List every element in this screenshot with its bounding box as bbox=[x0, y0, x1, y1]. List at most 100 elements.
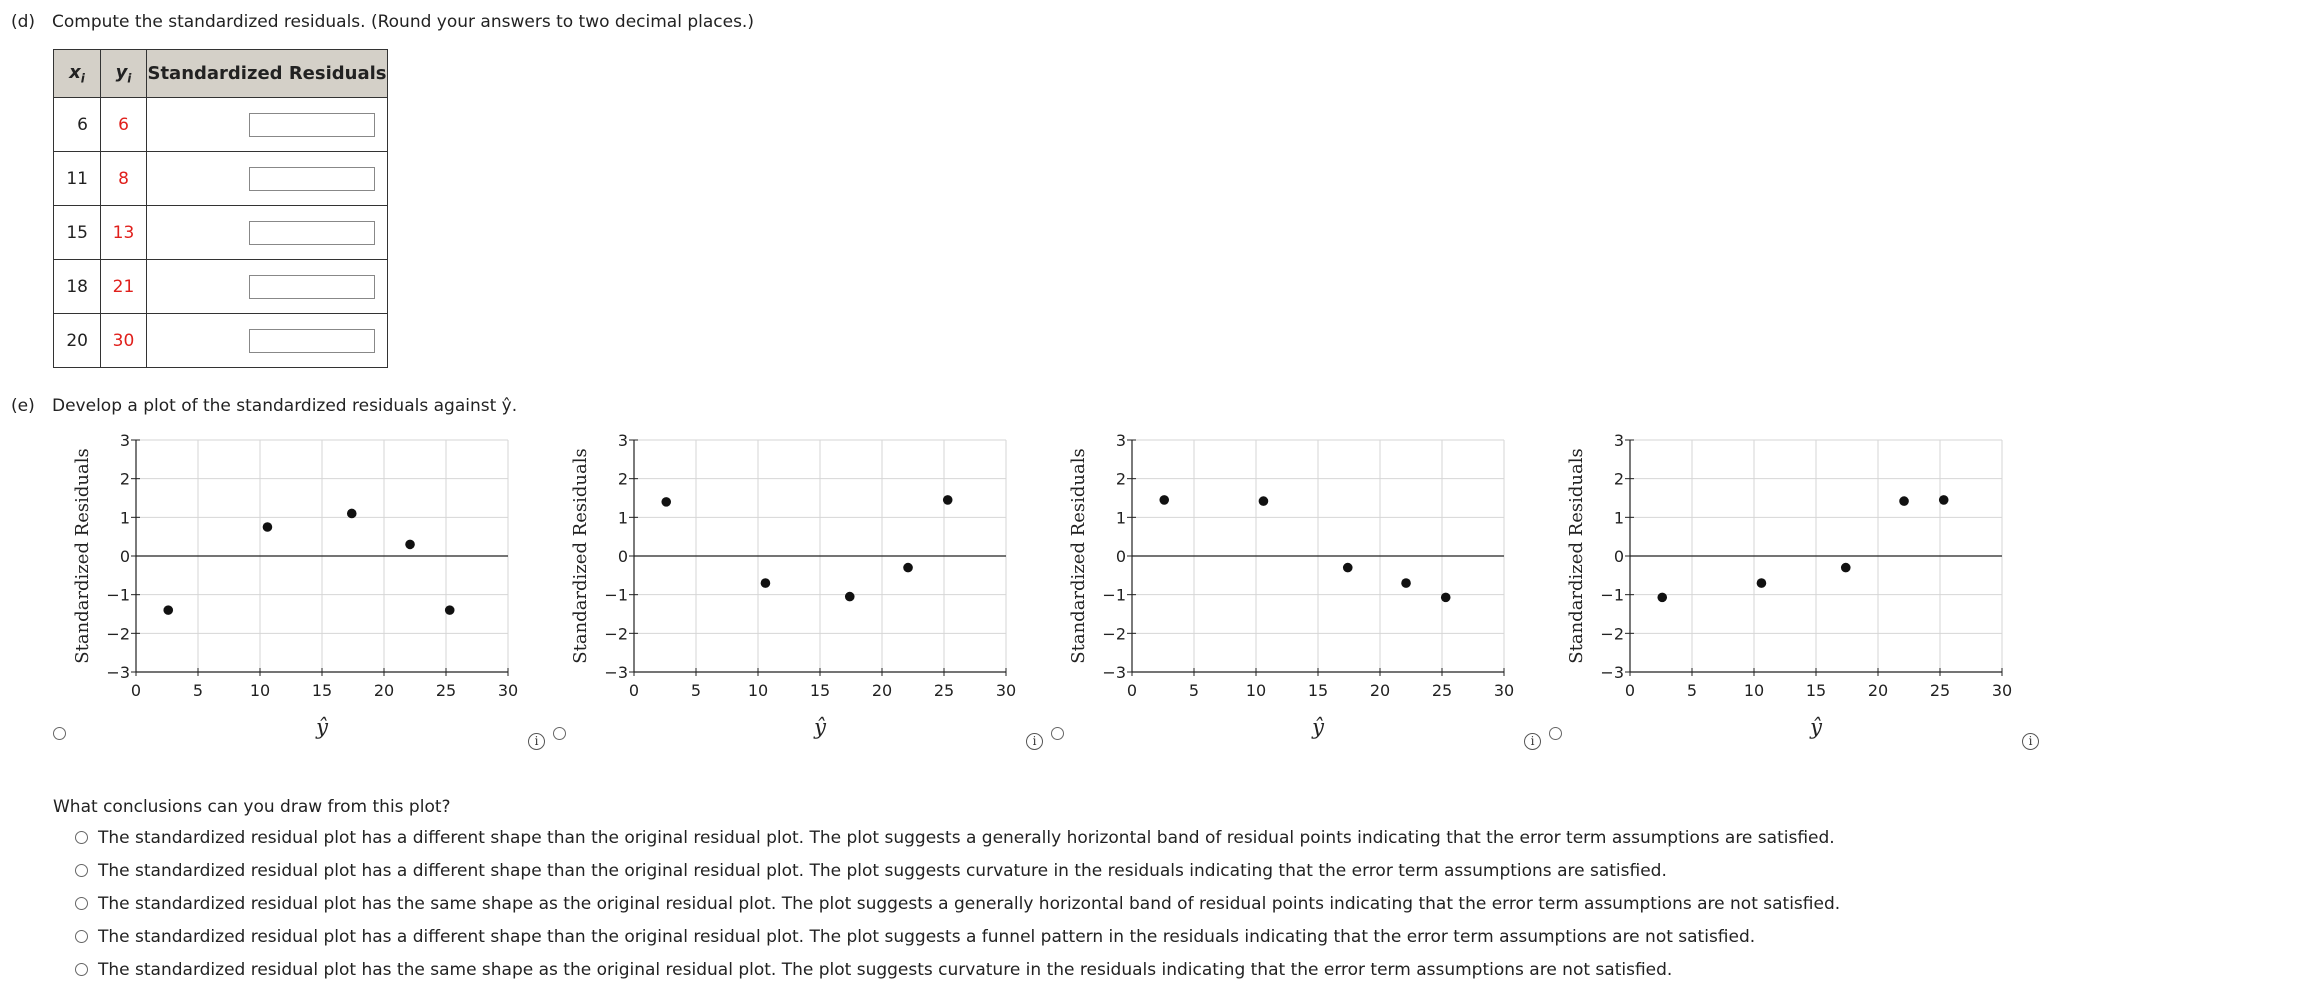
residuals-table: xi yi Standardized Residuals 6 6 11 8 15… bbox=[53, 49, 388, 368]
y-tick-label: −1 bbox=[1600, 586, 1624, 605]
x-tick-label: 0 bbox=[131, 681, 141, 700]
y-tick-label: 0 bbox=[618, 547, 628, 566]
table-row: 18 21 bbox=[53, 259, 388, 314]
x-tick-label: 20 bbox=[872, 681, 892, 700]
y-tick-label: −1 bbox=[604, 586, 628, 605]
x-axis-label: ŷ bbox=[315, 715, 329, 739]
x-tick-label: 0 bbox=[1625, 681, 1635, 700]
plot-a-radio[interactable] bbox=[53, 727, 66, 740]
conclusion-option[interactable]: The standardized residual plot has a dif… bbox=[75, 861, 1667, 881]
option-text: The standardized residual plot has the s… bbox=[98, 894, 1841, 914]
data-point bbox=[760, 578, 771, 588]
y-tick-label: −2 bbox=[106, 624, 130, 643]
residual-input[interactable] bbox=[249, 220, 375, 245]
y-tick-label: −1 bbox=[1102, 586, 1126, 605]
x-value: 11 bbox=[53, 151, 101, 206]
residual-plot-a: 3 2 1 0 −1 −2 −3 0 5 10 15 20 25 30 Standardized Resid… bbox=[60, 430, 558, 750]
x-tick-label: 20 bbox=[1370, 681, 1390, 700]
y-tick-label: 2 bbox=[1116, 470, 1126, 489]
conclusion-option[interactable]: The standardized residual plot has the s… bbox=[75, 960, 1672, 980]
y-tick-label: 3 bbox=[120, 431, 130, 450]
x-tick-label: 15 bbox=[312, 681, 332, 700]
table-row: 6 6 bbox=[53, 97, 388, 152]
y-tick-label: 0 bbox=[1614, 547, 1624, 566]
x-value: 6 bbox=[53, 97, 101, 152]
header-y: yi bbox=[100, 49, 147, 98]
residual-input[interactable] bbox=[249, 328, 375, 353]
option-radio[interactable] bbox=[75, 831, 88, 844]
x-tick-label: 25 bbox=[934, 681, 954, 700]
y-value: 6 bbox=[100, 97, 147, 152]
y-tick-label: −3 bbox=[1102, 663, 1126, 682]
x-value: 18 bbox=[53, 259, 101, 314]
x-tick-label: 5 bbox=[193, 681, 203, 700]
x-tick-label: 10 bbox=[748, 681, 768, 700]
y-tick-label: −2 bbox=[1600, 624, 1624, 643]
info-icon[interactable]: i bbox=[2022, 733, 2039, 750]
option-radio[interactable] bbox=[75, 864, 88, 877]
option-radio[interactable] bbox=[75, 963, 88, 976]
x-tick-label: 30 bbox=[996, 681, 1016, 700]
header-x: xi bbox=[53, 49, 101, 98]
x-tick-label: 10 bbox=[250, 681, 270, 700]
data-point bbox=[1258, 496, 1269, 506]
data-point bbox=[1899, 496, 1909, 506]
y-axis-label: Standardized Residuals bbox=[570, 448, 591, 663]
x-tick-label: 25 bbox=[1432, 681, 1452, 700]
option-text: The standardized residual plot has the s… bbox=[98, 960, 1673, 980]
header-standardized-residuals: Standardized Residuals bbox=[146, 49, 388, 98]
option-text: The standardized residual plot has a dif… bbox=[98, 861, 1667, 881]
residual-plot-b: 3 2 1 0 −1 −2 −3 0 5 10 15 20 25 30 Standardized Resid… bbox=[558, 430, 1056, 750]
data-point bbox=[346, 508, 357, 519]
data-point bbox=[942, 495, 953, 505]
y-value: 13 bbox=[100, 205, 147, 260]
x-tick-label: 0 bbox=[1127, 681, 1137, 700]
x-value: 20 bbox=[53, 313, 101, 368]
option-radio[interactable] bbox=[75, 897, 88, 910]
y-tick-label: 3 bbox=[1116, 431, 1126, 450]
plot-b-radio[interactable] bbox=[553, 727, 566, 740]
conclusion-option[interactable]: The standardized residual plot has a dif… bbox=[75, 828, 1835, 848]
x-tick-label: 30 bbox=[1992, 681, 2012, 700]
info-icon[interactable]: i bbox=[1026, 733, 1043, 750]
plot-c-radio[interactable] bbox=[1051, 727, 1064, 740]
option-radio[interactable] bbox=[75, 930, 88, 943]
residual-input[interactable] bbox=[249, 166, 375, 191]
y-tick-label: 0 bbox=[1116, 547, 1126, 566]
x-value: 15 bbox=[53, 205, 101, 260]
residual-plot-c: 3 2 1 0 −1 −2 −3 0 5 10 15 20 25 30 Standardized Resid… bbox=[1056, 430, 1554, 750]
y-tick-label: 0 bbox=[120, 547, 130, 566]
x-tick-label: 10 bbox=[1744, 681, 1764, 700]
data-point bbox=[1756, 578, 1767, 588]
y-tick-label: −3 bbox=[604, 663, 628, 682]
info-icon[interactable]: i bbox=[528, 733, 545, 750]
table-row: 15 13 bbox=[53, 205, 388, 260]
data-point bbox=[163, 605, 174, 615]
data-point bbox=[1401, 578, 1411, 588]
y-axis-label: Standardized Residuals bbox=[1068, 448, 1089, 663]
y-tick-label: 2 bbox=[1614, 470, 1624, 489]
data-point bbox=[405, 539, 415, 550]
x-tick-label: 15 bbox=[1308, 681, 1328, 700]
plot-d-radio[interactable] bbox=[1549, 727, 1562, 740]
part-d-instruction: Compute the standardized residuals. (Rou… bbox=[52, 12, 754, 32]
x-tick-label: 5 bbox=[1189, 681, 1199, 700]
info-icon[interactable]: i bbox=[1524, 733, 1541, 750]
y-axis-label: Standardized Residuals bbox=[72, 448, 93, 663]
part-d-heading: (d) Compute the standardized residuals. (… bbox=[11, 12, 754, 32]
data-point bbox=[903, 562, 913, 573]
x-tick-label: 20 bbox=[1868, 681, 1888, 700]
residual-input[interactable] bbox=[249, 274, 375, 299]
x-tick-label: 5 bbox=[1687, 681, 1697, 700]
y-tick-label: −2 bbox=[1102, 624, 1126, 643]
conclusion-option[interactable]: The standardized residual plot has the s… bbox=[75, 894, 1840, 914]
y-tick-label: −3 bbox=[1600, 663, 1624, 682]
x-axis-label: ŷ bbox=[1809, 715, 1823, 739]
data-point bbox=[1938, 495, 1949, 505]
residual-input[interactable] bbox=[249, 112, 375, 137]
x-tick-label: 5 bbox=[691, 681, 701, 700]
data-point bbox=[1440, 592, 1451, 603]
conclusion-option[interactable]: The standardized residual plot has a dif… bbox=[75, 927, 1755, 947]
x-tick-label: 20 bbox=[374, 681, 394, 700]
